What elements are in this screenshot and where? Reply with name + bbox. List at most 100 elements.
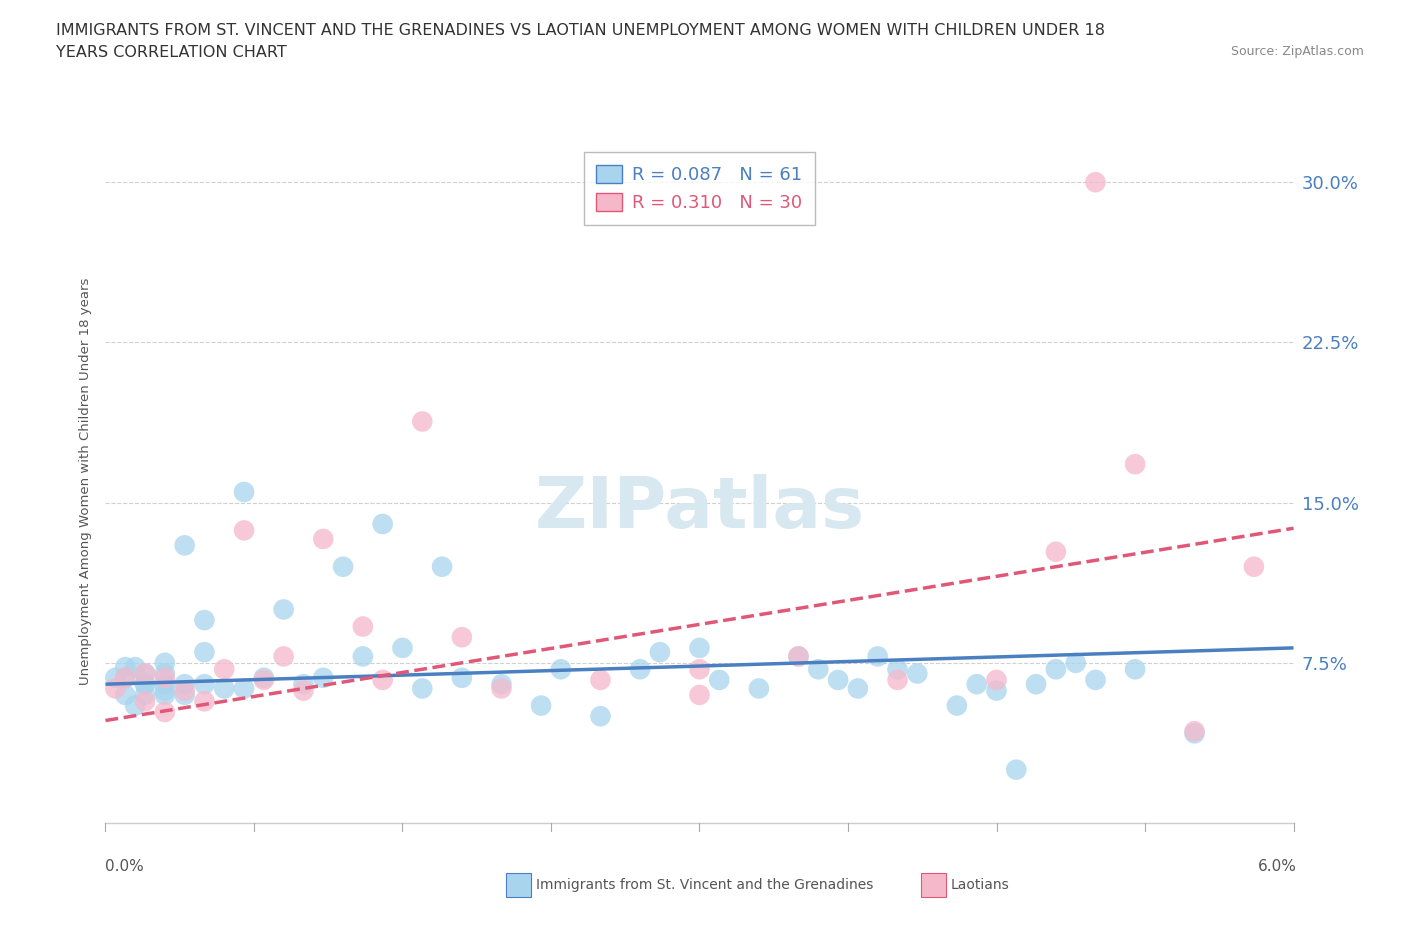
Text: Immigrants from St. Vincent and the Grenadines: Immigrants from St. Vincent and the Gren…	[536, 878, 873, 893]
Point	[214, 681, 236, 696]
Text: ZIPatlas: ZIPatlas	[534, 474, 865, 543]
Point	[689, 662, 711, 677]
Point	[1005, 763, 1028, 777]
Point	[530, 698, 553, 713]
Point	[233, 485, 256, 499]
Point	[153, 656, 176, 671]
Point	[648, 644, 671, 659]
Point	[450, 630, 472, 644]
Point	[114, 687, 136, 702]
Text: Laotians: Laotians	[950, 878, 1010, 893]
Point	[628, 662, 651, 677]
Point	[589, 709, 612, 724]
Point	[1243, 559, 1265, 574]
Point	[253, 672, 276, 687]
Point	[193, 677, 215, 692]
Point	[124, 659, 146, 674]
Point	[332, 559, 354, 574]
Text: IMMIGRANTS FROM ST. VINCENT AND THE GRENADINES VS LAOTIAN UNEMPLOYMENT AMONG WOM: IMMIGRANTS FROM ST. VINCENT AND THE GREN…	[56, 23, 1105, 38]
Point	[153, 705, 176, 720]
Point	[312, 532, 335, 547]
Point	[173, 538, 195, 552]
Point	[134, 694, 156, 709]
Point	[193, 613, 215, 628]
Point	[371, 516, 394, 531]
Point	[292, 677, 315, 692]
Point	[491, 681, 513, 696]
Point	[134, 666, 156, 681]
Text: Source: ZipAtlas.com: Source: ZipAtlas.com	[1230, 45, 1364, 58]
Point	[371, 672, 394, 687]
Point	[193, 644, 215, 659]
Point	[748, 681, 770, 696]
Point	[1123, 662, 1146, 677]
Text: 6.0%: 6.0%	[1257, 859, 1296, 874]
Point	[946, 698, 969, 713]
Point	[450, 671, 472, 685]
Point	[104, 671, 127, 685]
Point	[1084, 672, 1107, 687]
Point	[273, 602, 295, 617]
Point	[214, 662, 236, 677]
Point	[966, 677, 988, 692]
Y-axis label: Unemployment Among Women with Children Under 18 years: Unemployment Among Women with Children U…	[79, 277, 93, 685]
Point	[104, 681, 127, 696]
Point	[391, 641, 413, 656]
Point	[827, 672, 849, 687]
Point	[1025, 677, 1047, 692]
Point	[193, 694, 215, 709]
Point	[886, 672, 908, 687]
Point	[430, 559, 453, 574]
Point	[292, 684, 315, 698]
Point	[173, 687, 195, 702]
Point	[411, 681, 433, 696]
Point	[709, 672, 731, 687]
Point	[273, 649, 295, 664]
Legend: R = 0.087   N = 61, R = 0.310   N = 30: R = 0.087 N = 61, R = 0.310 N = 30	[583, 152, 815, 225]
Point	[124, 698, 146, 713]
Point	[233, 681, 256, 696]
Point	[846, 681, 869, 696]
Point	[134, 677, 156, 692]
Point	[153, 671, 176, 685]
Point	[411, 414, 433, 429]
Point	[986, 672, 1008, 687]
Point	[491, 677, 513, 692]
Point	[153, 684, 176, 698]
Point	[134, 687, 156, 702]
Text: 0.0%: 0.0%	[105, 859, 145, 874]
Point	[886, 662, 908, 677]
Point	[153, 677, 176, 692]
Point	[1123, 457, 1146, 472]
Point	[1184, 726, 1206, 741]
Point	[807, 662, 830, 677]
Point	[233, 523, 256, 538]
Point	[1045, 544, 1067, 559]
Point	[866, 649, 889, 664]
Point	[114, 659, 136, 674]
Point	[134, 666, 156, 681]
Point	[114, 671, 136, 685]
Point	[787, 649, 810, 664]
Point	[173, 677, 195, 692]
Point	[1064, 656, 1087, 671]
Point	[312, 671, 335, 685]
Point	[134, 677, 156, 692]
Point	[787, 649, 810, 664]
Point	[1084, 175, 1107, 190]
Point	[352, 619, 374, 634]
Point	[153, 687, 176, 702]
Point	[173, 684, 195, 698]
Point	[253, 671, 276, 685]
Point	[550, 662, 572, 677]
Point	[153, 666, 176, 681]
Point	[689, 687, 711, 702]
Text: YEARS CORRELATION CHART: YEARS CORRELATION CHART	[56, 45, 287, 60]
Point	[986, 684, 1008, 698]
Point	[689, 641, 711, 656]
Point	[352, 649, 374, 664]
Point	[1184, 724, 1206, 738]
Point	[589, 672, 612, 687]
Point	[114, 671, 136, 685]
Point	[905, 666, 928, 681]
